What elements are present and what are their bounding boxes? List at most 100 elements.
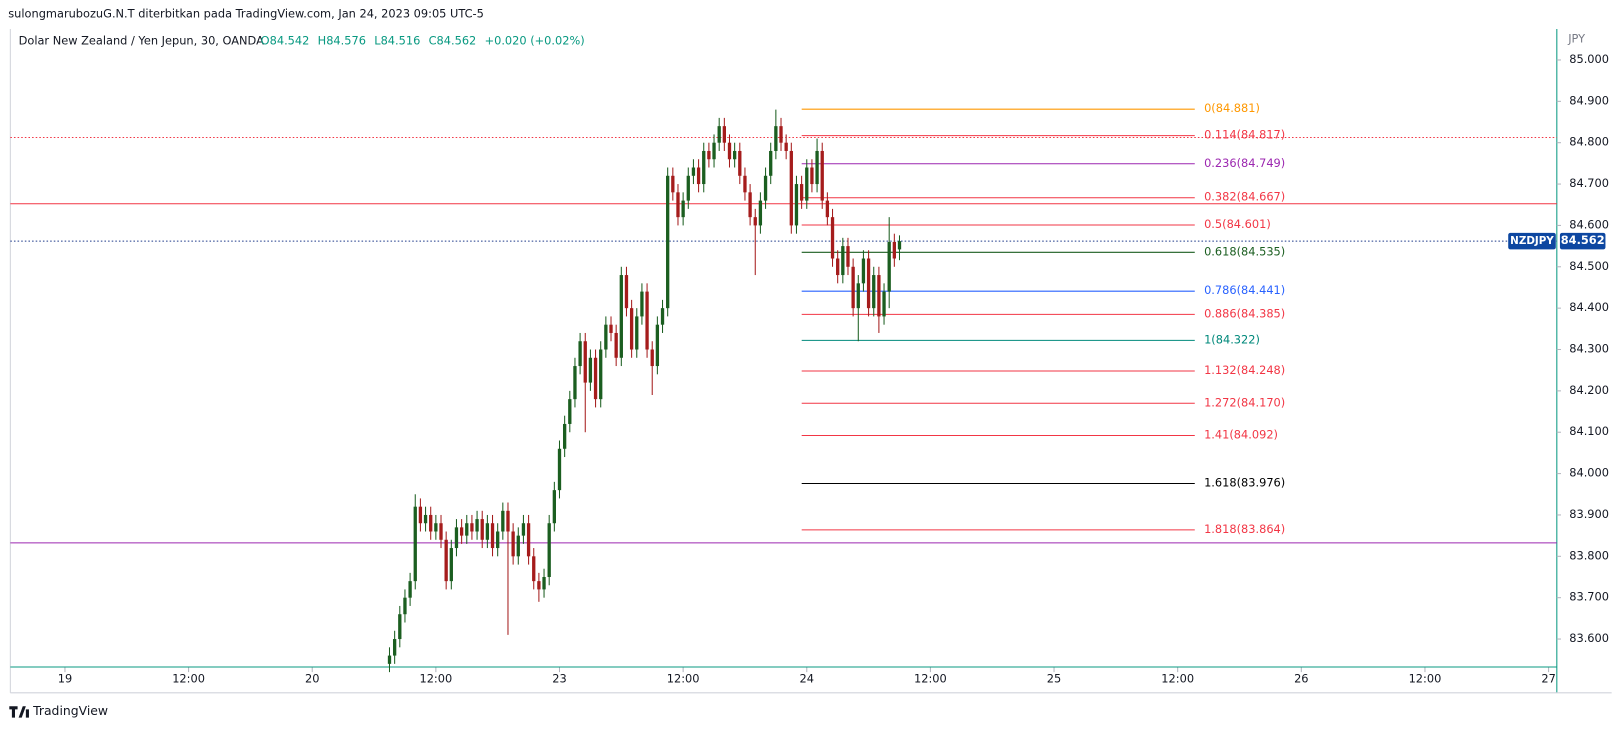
candle-body [774, 126, 778, 151]
candle-body [727, 142, 732, 160]
candle-body [784, 142, 788, 151]
candle-body [604, 324, 608, 350]
candle-body [655, 324, 660, 367]
y-tick-label: 84.700 [1569, 176, 1609, 190]
candle-body [789, 150, 793, 226]
fib-label: 0(84.881) [1204, 101, 1260, 115]
candle-body [836, 258, 840, 276]
candle-body [516, 535, 520, 557]
candle-body [758, 200, 763, 226]
candle-body [805, 167, 809, 201]
symbol-label: NZDJPY [1510, 235, 1554, 247]
y-tick-label: 84.900 [1569, 93, 1609, 107]
x-tick-label: 26 [1294, 671, 1308, 685]
fib-label: 0.5(84.601) [1204, 217, 1271, 231]
candle-body [547, 523, 551, 577]
candle-body [707, 150, 711, 160]
candle-body [537, 581, 541, 590]
y-tick-label: 84.300 [1569, 342, 1609, 356]
fib-label: 1.132(84.248) [1204, 363, 1285, 377]
candle-body [846, 246, 850, 267]
ohlc-value: L84.516 [374, 33, 420, 47]
fib-label: 1.818(83.864) [1204, 522, 1285, 536]
candle-body [557, 448, 562, 491]
candle-body [429, 514, 433, 532]
logo [9, 706, 29, 718]
candle-body [866, 258, 871, 309]
candle-body [882, 291, 886, 317]
candle-body [609, 324, 613, 333]
currency-label: JPY [1567, 31, 1585, 45]
candle-body [568, 399, 572, 424]
candle-body [660, 308, 665, 325]
candle-body [392, 639, 397, 656]
candle-body [526, 523, 531, 557]
y-tick-label: 83.800 [1569, 548, 1609, 562]
ohlc-value: H84.576 [318, 33, 366, 47]
candle-body [490, 523, 495, 549]
fib-label: 0.236(84.749) [1204, 156, 1285, 170]
candle-body [485, 523, 490, 540]
candle-body [892, 241, 897, 259]
candle-body [465, 523, 469, 536]
y-tick-label: 83.600 [1569, 631, 1609, 645]
y-tick-label: 84.000 [1569, 466, 1609, 480]
candle-body [423, 514, 428, 524]
candle-body [830, 217, 835, 259]
candle-body [552, 490, 556, 524]
candle-body [753, 217, 757, 226]
candle-body [738, 150, 742, 176]
candle-body [532, 556, 536, 582]
fib-label: 0.382(84.667) [1204, 190, 1285, 204]
candle-body [671, 175, 675, 193]
candle-body [449, 548, 453, 582]
y-tick-label: 84.100 [1569, 424, 1609, 438]
candle-body [459, 527, 464, 536]
brand: TradingView [32, 703, 108, 718]
candle-body [635, 316, 639, 350]
candle-body [408, 581, 412, 598]
candle-body [578, 341, 582, 367]
candle-body [418, 506, 423, 524]
candle-body [562, 423, 567, 449]
x-tick-label: 12:00 [419, 671, 452, 685]
candle-body [763, 175, 768, 201]
candle-body [861, 258, 866, 284]
candle-body [769, 150, 773, 176]
candle-body [624, 275, 629, 309]
candle-body [712, 142, 716, 160]
candle-body [691, 167, 696, 176]
candle-body [717, 126, 721, 143]
y-tick-label: 85.000 [1569, 52, 1609, 66]
candle-body [434, 523, 438, 532]
x-tick-label: 12:00 [667, 671, 700, 685]
candle-body [640, 291, 644, 317]
publisher-line: sulongmarubozuG.N.T diterbitkan pada Tra… [8, 6, 484, 20]
candle-body [398, 614, 402, 640]
ohlc-value: O84.542 [261, 33, 310, 47]
candle-body [877, 275, 881, 317]
y-tick-label: 83.700 [1569, 590, 1609, 604]
candle-body [872, 275, 876, 309]
x-tick-label: 25 [1047, 671, 1061, 685]
fib-label: 1.272(84.170) [1204, 395, 1285, 409]
ohlc-value: +0.020 (+0.02%) [485, 33, 585, 47]
y-tick-label: 84.800 [1569, 135, 1609, 149]
candle-body [588, 357, 593, 383]
candle-body [666, 175, 670, 309]
y-tick-label: 84.600 [1569, 217, 1609, 231]
fib-label: 0.886(84.385) [1204, 306, 1285, 320]
candle-body [645, 291, 649, 350]
candle-body [696, 167, 701, 185]
candle-body [387, 655, 392, 664]
ohlc-value: C84.562 [429, 33, 477, 47]
candle-body [779, 126, 783, 143]
candle-body [454, 527, 459, 549]
candle-body [851, 266, 855, 309]
candle-body [583, 341, 587, 383]
candle-body [820, 150, 824, 201]
candle-body [810, 167, 814, 185]
candle-body [681, 200, 685, 218]
